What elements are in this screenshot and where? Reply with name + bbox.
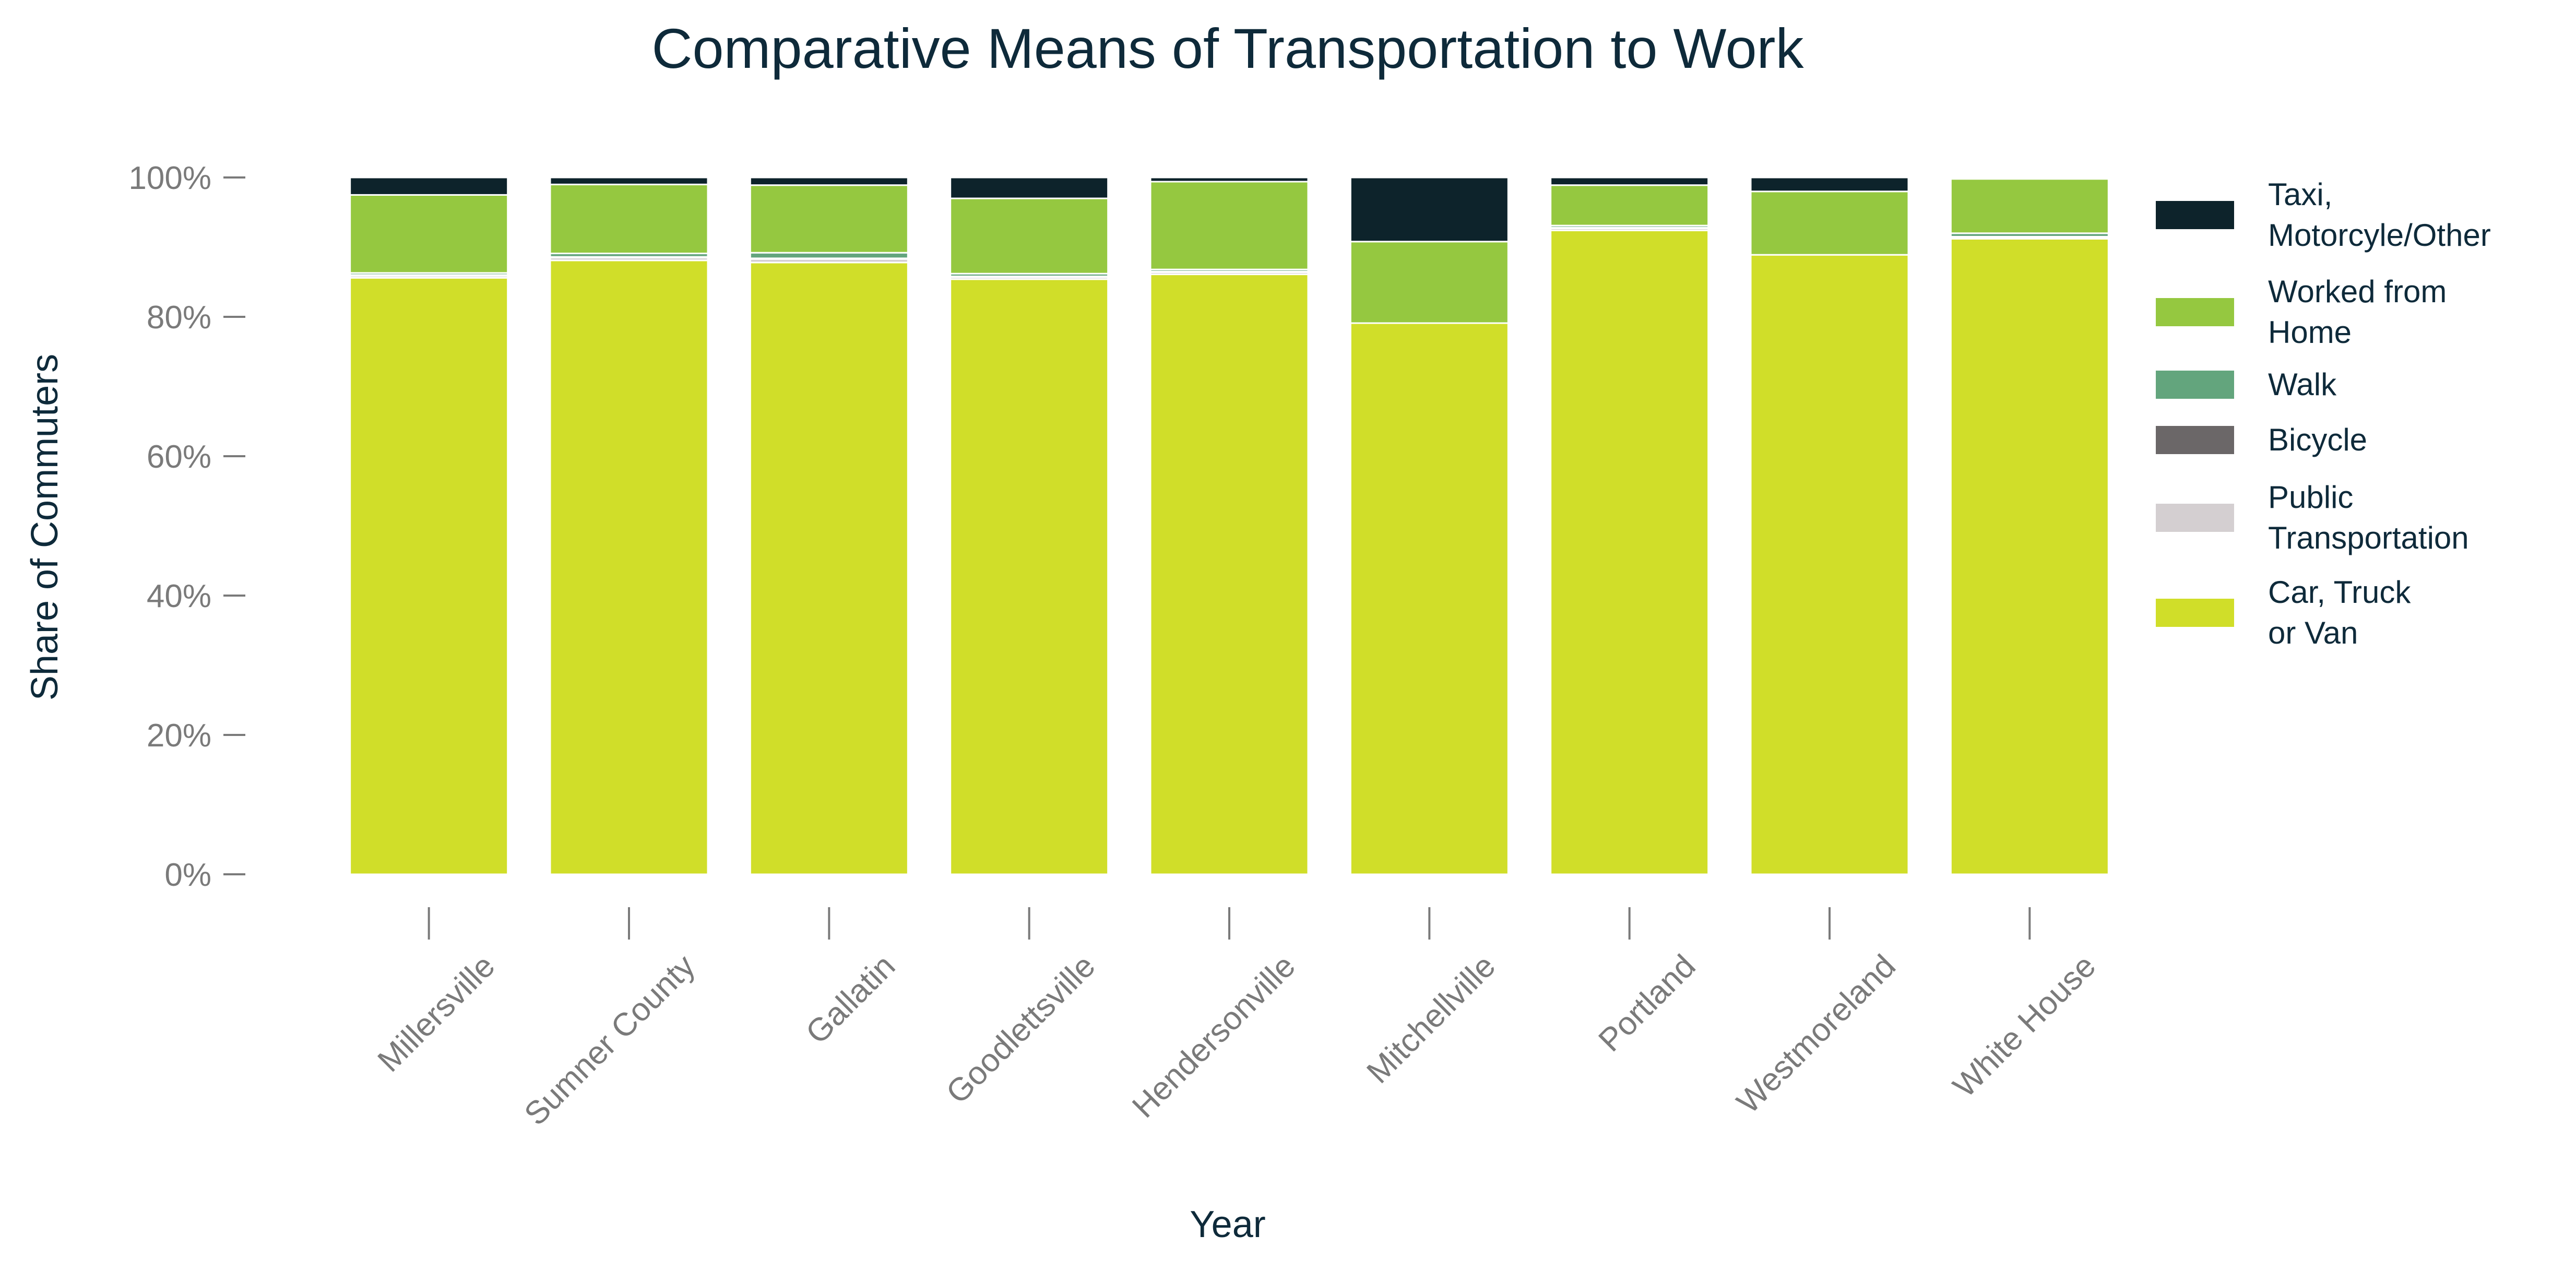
bar-segment-taxi-motorcyle-other bbox=[349, 176, 509, 196]
bar-stack-hendersonville bbox=[1149, 176, 1309, 875]
y-tick-label: 60% bbox=[147, 439, 211, 475]
bar-segment-car-truck-or-van bbox=[349, 277, 509, 875]
x-tick-label: Sumner County bbox=[518, 948, 702, 1132]
legend-label: Taxi, Motorcyle/Other bbox=[2268, 177, 2491, 253]
x-tick-label: Hendersonville bbox=[1125, 948, 1302, 1125]
x-tick-label: Millersville bbox=[371, 948, 502, 1079]
bar-segment-taxi-motorcyle-other bbox=[1149, 176, 1309, 183]
y-tick-label: 20% bbox=[147, 718, 211, 754]
bar-stack-goodlettsville bbox=[949, 176, 1109, 875]
bar-segment-car-truck-or-van bbox=[1750, 254, 1909, 875]
bar-segment-car-truck-or-van bbox=[749, 262, 909, 875]
bar-segment-taxi-motorcyle-other bbox=[1550, 176, 1710, 186]
legend: Taxi, Motorcyle/Other Worked from Home Walk B… bbox=[2156, 177, 2491, 650]
bar-segment-taxi-motorcyle-other bbox=[1950, 176, 2109, 180]
chart-title: Comparative Means of Transportation to W… bbox=[652, 17, 1805, 80]
bar-segment-worked-from-home bbox=[549, 183, 709, 255]
legend-label: Public Transportation bbox=[2268, 480, 2469, 555]
legend-item-walk: Walk bbox=[2156, 367, 2337, 402]
x-tick-label: Gallatin bbox=[799, 948, 902, 1051]
bar-segment-taxi-motorcyle-other bbox=[1750, 176, 1909, 193]
bars-group bbox=[349, 176, 2109, 875]
bar-segment-car-truck-or-van bbox=[549, 259, 709, 875]
bar-segment-worked-from-home bbox=[749, 184, 909, 254]
bar-segment-worked-from-home bbox=[1750, 191, 1909, 256]
legend-swatch bbox=[2156, 426, 2234, 454]
y-tick-label: 0% bbox=[164, 857, 211, 893]
bar-segment-car-truck-or-van bbox=[1349, 322, 1509, 875]
bar-segment-worked-from-home bbox=[1550, 184, 1710, 227]
legend-label: Car, Truck or Van bbox=[2268, 575, 2411, 650]
x-tick-label: Westmoreland bbox=[1730, 948, 1903, 1121]
bar-stack-sumner-county bbox=[549, 176, 709, 875]
legend-swatch bbox=[2156, 371, 2234, 399]
y-tick-label: 40% bbox=[147, 578, 211, 614]
legend-item-car-truck-or-van: Car, Truck or Van bbox=[2156, 575, 2411, 650]
bar-stack-westmoreland bbox=[1750, 176, 1909, 875]
bar-segment-taxi-motorcyle-other bbox=[1349, 176, 1509, 243]
legend-swatch bbox=[2156, 504, 2234, 532]
legend-label: Worked from Home bbox=[2268, 274, 2447, 350]
y-axis-title: Share of Commuters bbox=[24, 354, 66, 700]
bar-stack-millersville bbox=[349, 176, 509, 875]
bar-stack-mitchellville bbox=[1349, 176, 1509, 875]
legend-item-taxi-motorcyle-other: Taxi, Motorcyle/Other bbox=[2156, 177, 2491, 253]
bar-segment-car-truck-or-van bbox=[949, 278, 1109, 875]
legend-swatch bbox=[2156, 201, 2234, 229]
bar-segment-taxi-motorcyle-other bbox=[549, 176, 709, 185]
x-tick-label: Portland bbox=[1592, 948, 1702, 1059]
bar-segment-worked-from-home bbox=[949, 197, 1109, 275]
legend-swatch bbox=[2156, 298, 2234, 326]
bar-stack-portland bbox=[1550, 176, 1710, 875]
x-axis-title: Year bbox=[1190, 1204, 1265, 1245]
bar-segment-worked-from-home bbox=[349, 194, 509, 274]
x-tick-label: Mitchellville bbox=[1360, 948, 1502, 1090]
legend-label: Bicycle bbox=[2268, 422, 2367, 457]
y-axis: 0% 20% 40% 60% 80% 100% bbox=[128, 160, 245, 893]
x-tick-label: Goodlettsville bbox=[940, 948, 1102, 1111]
x-axis: Millersville Sumner County Gallatin Goodlet… bbox=[371, 907, 2103, 1132]
bar-segment-walk bbox=[749, 252, 909, 259]
bar-stack-gallatin bbox=[749, 176, 909, 875]
legend-label: Walk bbox=[2268, 367, 2337, 402]
legend-item-bicycle: Bicycle bbox=[2156, 422, 2367, 457]
bar-segment-taxi-motorcyle-other bbox=[949, 176, 1109, 199]
legend-item-worked-from-home: Worked from Home bbox=[2156, 274, 2447, 350]
x-tick-label: White House bbox=[1946, 948, 2103, 1104]
bar-segment-car-truck-or-van bbox=[1950, 237, 2109, 875]
legend-swatch bbox=[2156, 599, 2234, 627]
bar-segment-car-truck-or-van bbox=[1550, 229, 1710, 875]
y-tick-label: 80% bbox=[147, 300, 211, 336]
legend-item-public-transportation: Public Transportation bbox=[2156, 480, 2469, 555]
bar-segment-taxi-motorcyle-other bbox=[749, 176, 909, 186]
bar-segment-car-truck-or-van bbox=[1149, 274, 1309, 875]
bar-stack-white-house bbox=[1950, 176, 2109, 875]
bar-segment-worked-from-home bbox=[1149, 181, 1309, 270]
bar-segment-worked-from-home bbox=[1349, 241, 1509, 324]
bar-segment-worked-from-home bbox=[1950, 178, 2109, 234]
y-tick-label: 100% bbox=[128, 160, 211, 196]
